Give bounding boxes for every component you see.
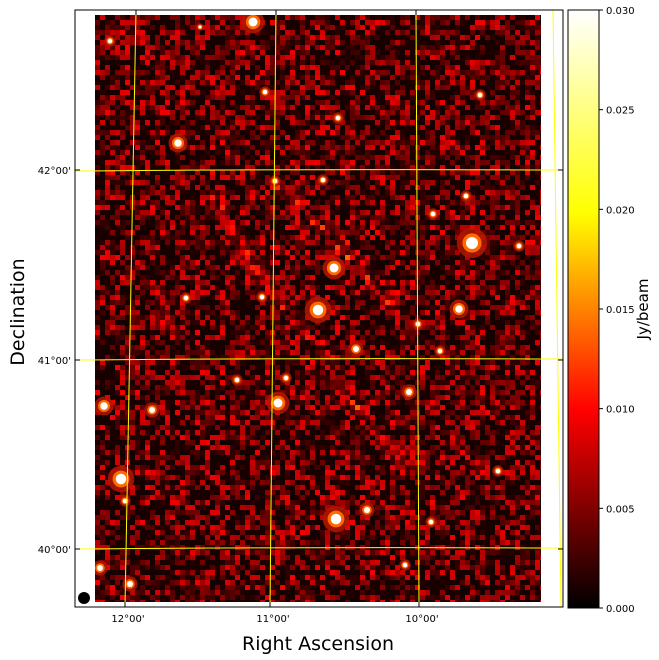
colorbar-tick-label: 0.025 [606, 106, 635, 117]
colorbar-tick-label: 0.010 [606, 405, 635, 416]
y-tick-label: 40°00' [38, 545, 71, 556]
coordinate-grid [75, 10, 563, 607]
grid-line-ra-1 [269, 10, 277, 607]
colorbar-tick-label: 0.030 [606, 6, 635, 17]
x-tick-label: 10°00' [405, 614, 438, 625]
grid-line-dec-1 [75, 358, 563, 361]
grid-line-ra-3 [552, 10, 562, 607]
y-axis-label: Declination [7, 258, 29, 365]
colorbar [568, 10, 599, 608]
grid-line-dec-2 [75, 547, 563, 550]
x-axis-label: Right Ascension [242, 633, 394, 655]
y-tick-label: 41°00' [38, 356, 71, 367]
colorbar-tick-label: 0.020 [606, 205, 635, 216]
point-sources [95, 15, 525, 592]
grid-line-dec-0 [75, 169, 563, 172]
sky-image [95, 15, 541, 602]
x-tick-label: 12°00' [111, 614, 144, 625]
colorbar-label: Jy/beam [634, 279, 652, 341]
axes-frame [74, 9, 564, 608]
grid-line-ra-0 [124, 10, 137, 607]
grid-line-ra-2 [415, 10, 420, 607]
y-tick-label: 42°00' [38, 166, 71, 177]
beam-marker [78, 592, 90, 604]
colorbar-tick-label: 0.000 [606, 604, 635, 615]
x-tick-label: 11°00' [256, 614, 289, 625]
noise-texture [95, 15, 541, 602]
colorbar-tick-label: 0.015 [606, 305, 635, 316]
colorbar-tick-label: 0.005 [606, 504, 635, 515]
